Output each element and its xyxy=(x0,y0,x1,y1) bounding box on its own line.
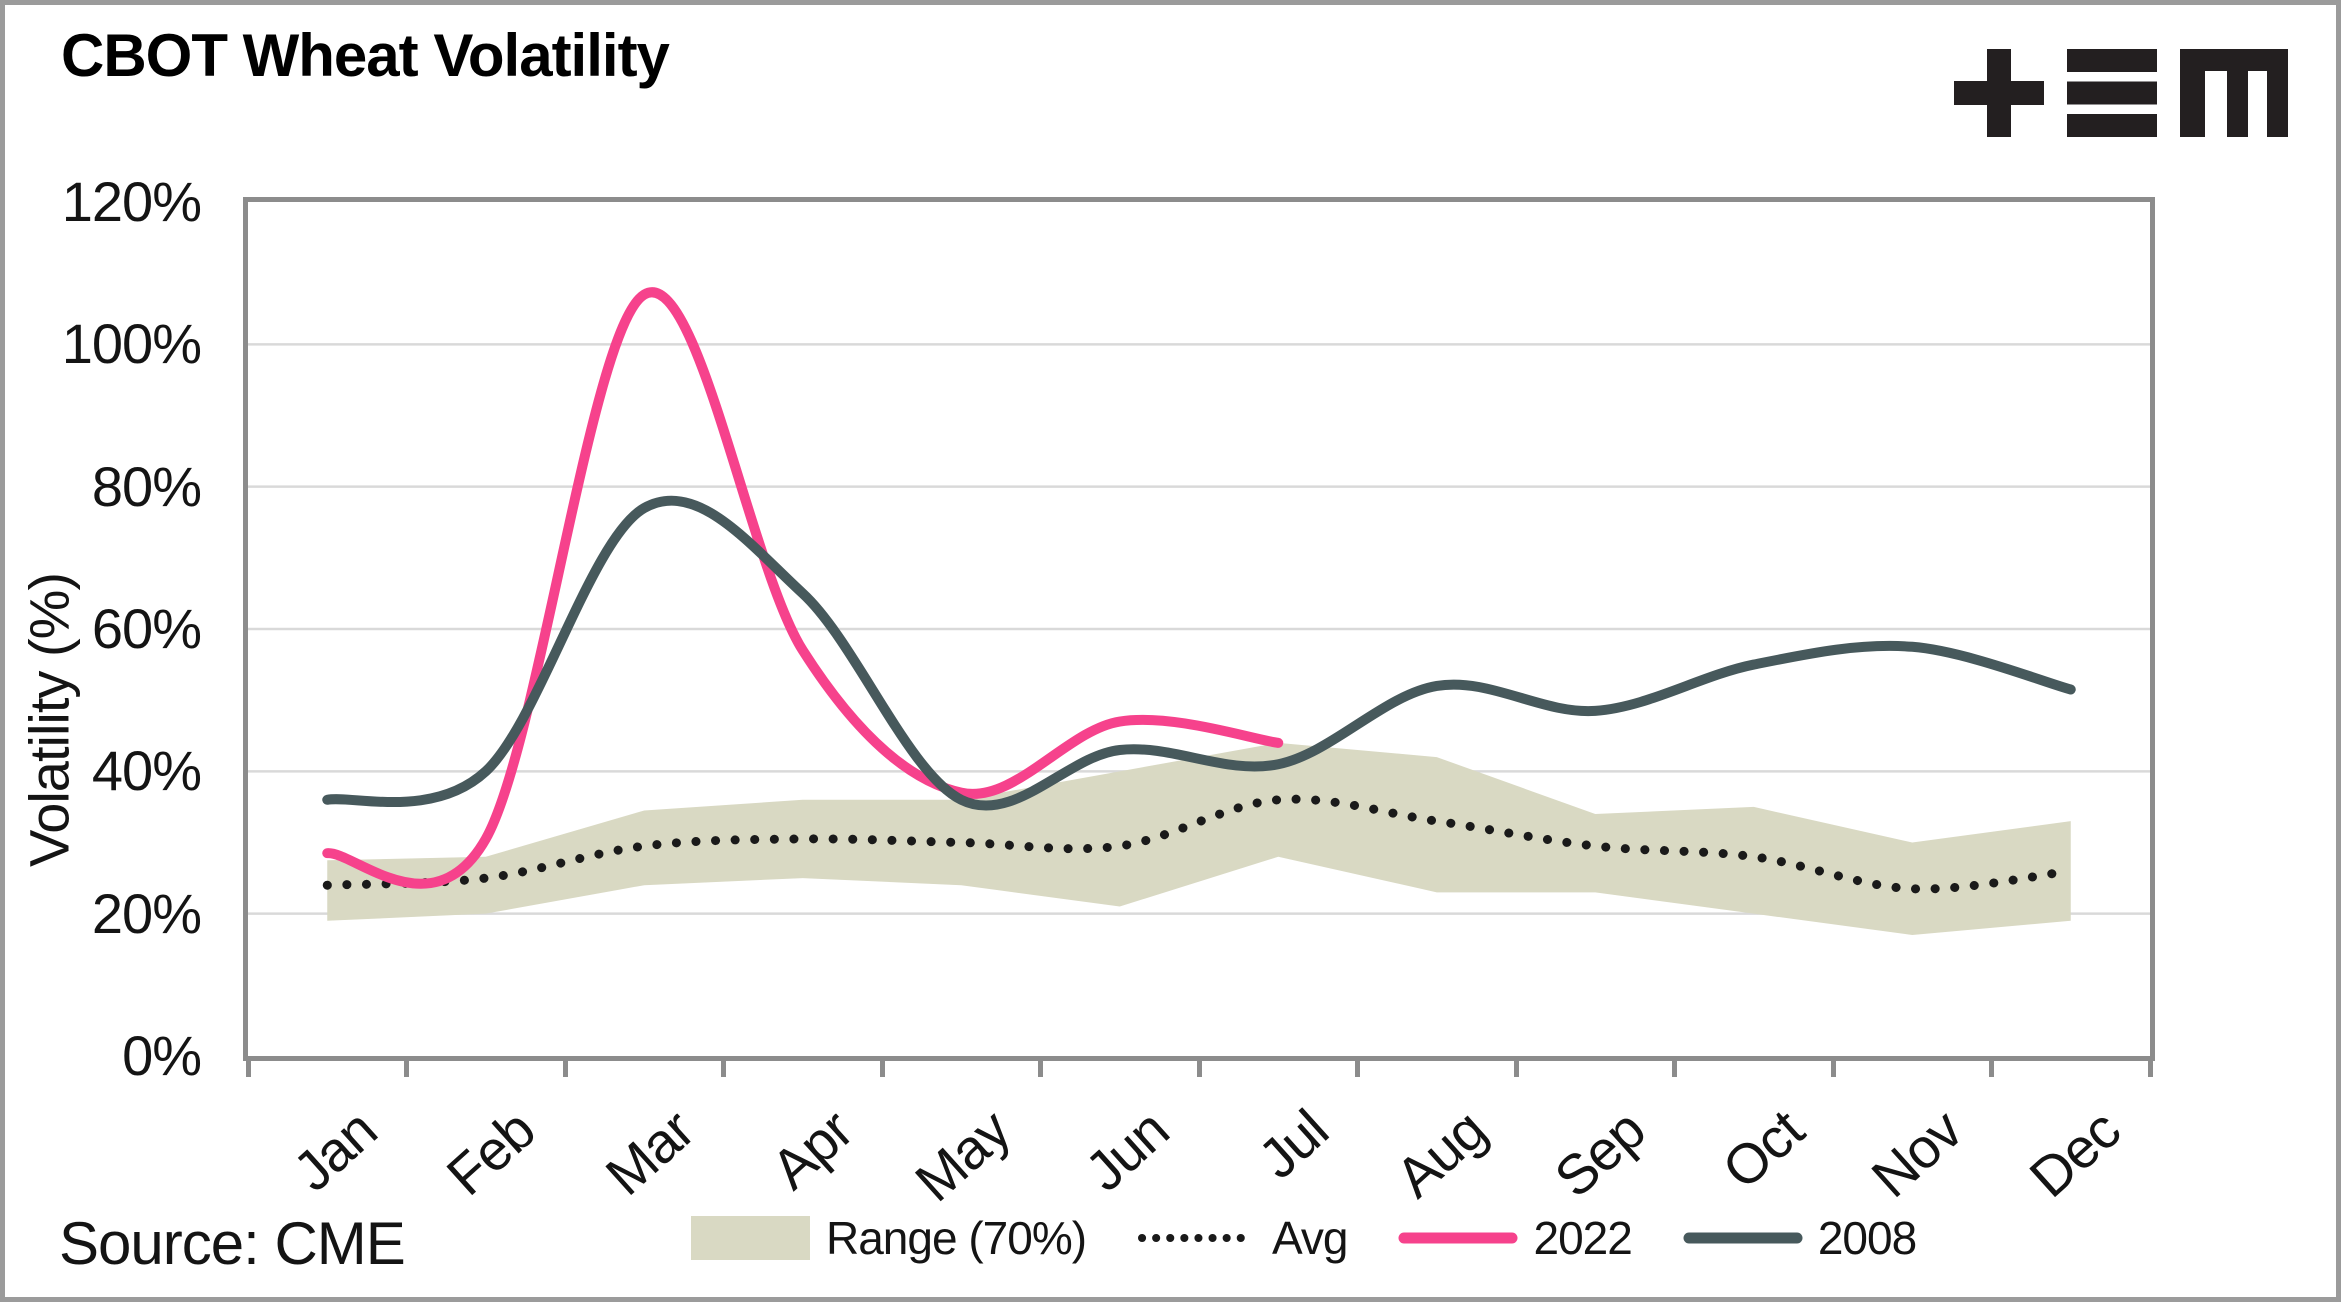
source-note: Source: CME xyxy=(59,1210,406,1277)
x-axis-tick xyxy=(1989,1061,1994,1077)
x-tick-label-jan: Jan xyxy=(281,1097,389,1203)
x-tick-label-jul: Jul xyxy=(1245,1097,1340,1191)
chart-canvas xyxy=(248,287,2150,936)
legend-dotted-line-avg xyxy=(1138,1234,1257,1242)
x-tick-label-jun: Jun xyxy=(1073,1097,1181,1203)
x-axis-tick xyxy=(1038,1061,1043,1077)
legend-label-avg: Avg xyxy=(1272,1212,1348,1264)
y-tick-label-80: 80% xyxy=(91,454,202,518)
x-tick-label-may: May xyxy=(903,1097,1023,1214)
legend-swatch-range xyxy=(691,1216,810,1260)
x-tick-label-apr: Apr xyxy=(758,1097,864,1201)
y-tick-label-100: 100% xyxy=(61,312,202,376)
legend-label-range: Range (70%) xyxy=(826,1212,1087,1264)
x-axis-tick xyxy=(1830,1061,1836,1077)
x-axis-tick xyxy=(562,1061,568,1077)
legend-label-2008: 2008 xyxy=(1817,1212,1917,1264)
page-title: CBOT Wheat Volatility xyxy=(61,22,670,89)
legend-line-2008 xyxy=(1683,1232,1803,1244)
series-line-2008 xyxy=(322,495,2076,811)
series-line-avg xyxy=(322,794,2076,894)
logo-plus-icon xyxy=(1954,49,2044,137)
x-tick-label-nov: Nov xyxy=(1859,1097,1974,1210)
x-axis-tick xyxy=(404,1061,409,1077)
x-tick-label-feb: Feb xyxy=(434,1097,547,1208)
logo-triple-bar-icon xyxy=(2067,49,2157,137)
x-axis-tick xyxy=(1513,1061,1519,1077)
y-tick-label-0: 0% xyxy=(122,1024,202,1087)
series-line-2022 xyxy=(322,287,1284,889)
x-tick-label-sep: Sep xyxy=(1542,1097,1657,1210)
legend: Range (70%) Avg 2022 2008 xyxy=(691,1207,1917,1269)
y-tick-label-20: 20% xyxy=(91,881,202,945)
x-axis-tick xyxy=(721,1061,726,1077)
x-axis-tick xyxy=(2147,1061,2153,1077)
x-axis-tick xyxy=(1672,1061,1677,1077)
x-axis-tick xyxy=(245,1061,251,1077)
x-axis-tick xyxy=(1355,1061,1360,1077)
legend-line-2022 xyxy=(1398,1232,1518,1244)
legend-label-2022: 2022 xyxy=(1533,1212,1632,1264)
y-tick-label-120: 120% xyxy=(61,170,202,233)
y-tick-label-60: 60% xyxy=(91,597,202,660)
series-band-range xyxy=(327,742,2071,936)
x-axis-tick xyxy=(879,1061,885,1077)
logo xyxy=(1954,49,2288,137)
x-tick-label-oct: Oct xyxy=(1709,1097,1815,1201)
y-tick-label-40: 40% xyxy=(91,739,202,803)
plot-area xyxy=(243,197,2155,1061)
x-tick-label-mar: Mar xyxy=(593,1097,706,1208)
logo-m-icon xyxy=(2180,49,2288,137)
x-tick-label-dec: Dec xyxy=(2017,1097,2132,1210)
x-axis-tick xyxy=(1196,1061,1202,1077)
x-tick-label-aug: Aug xyxy=(1383,1097,1498,1210)
